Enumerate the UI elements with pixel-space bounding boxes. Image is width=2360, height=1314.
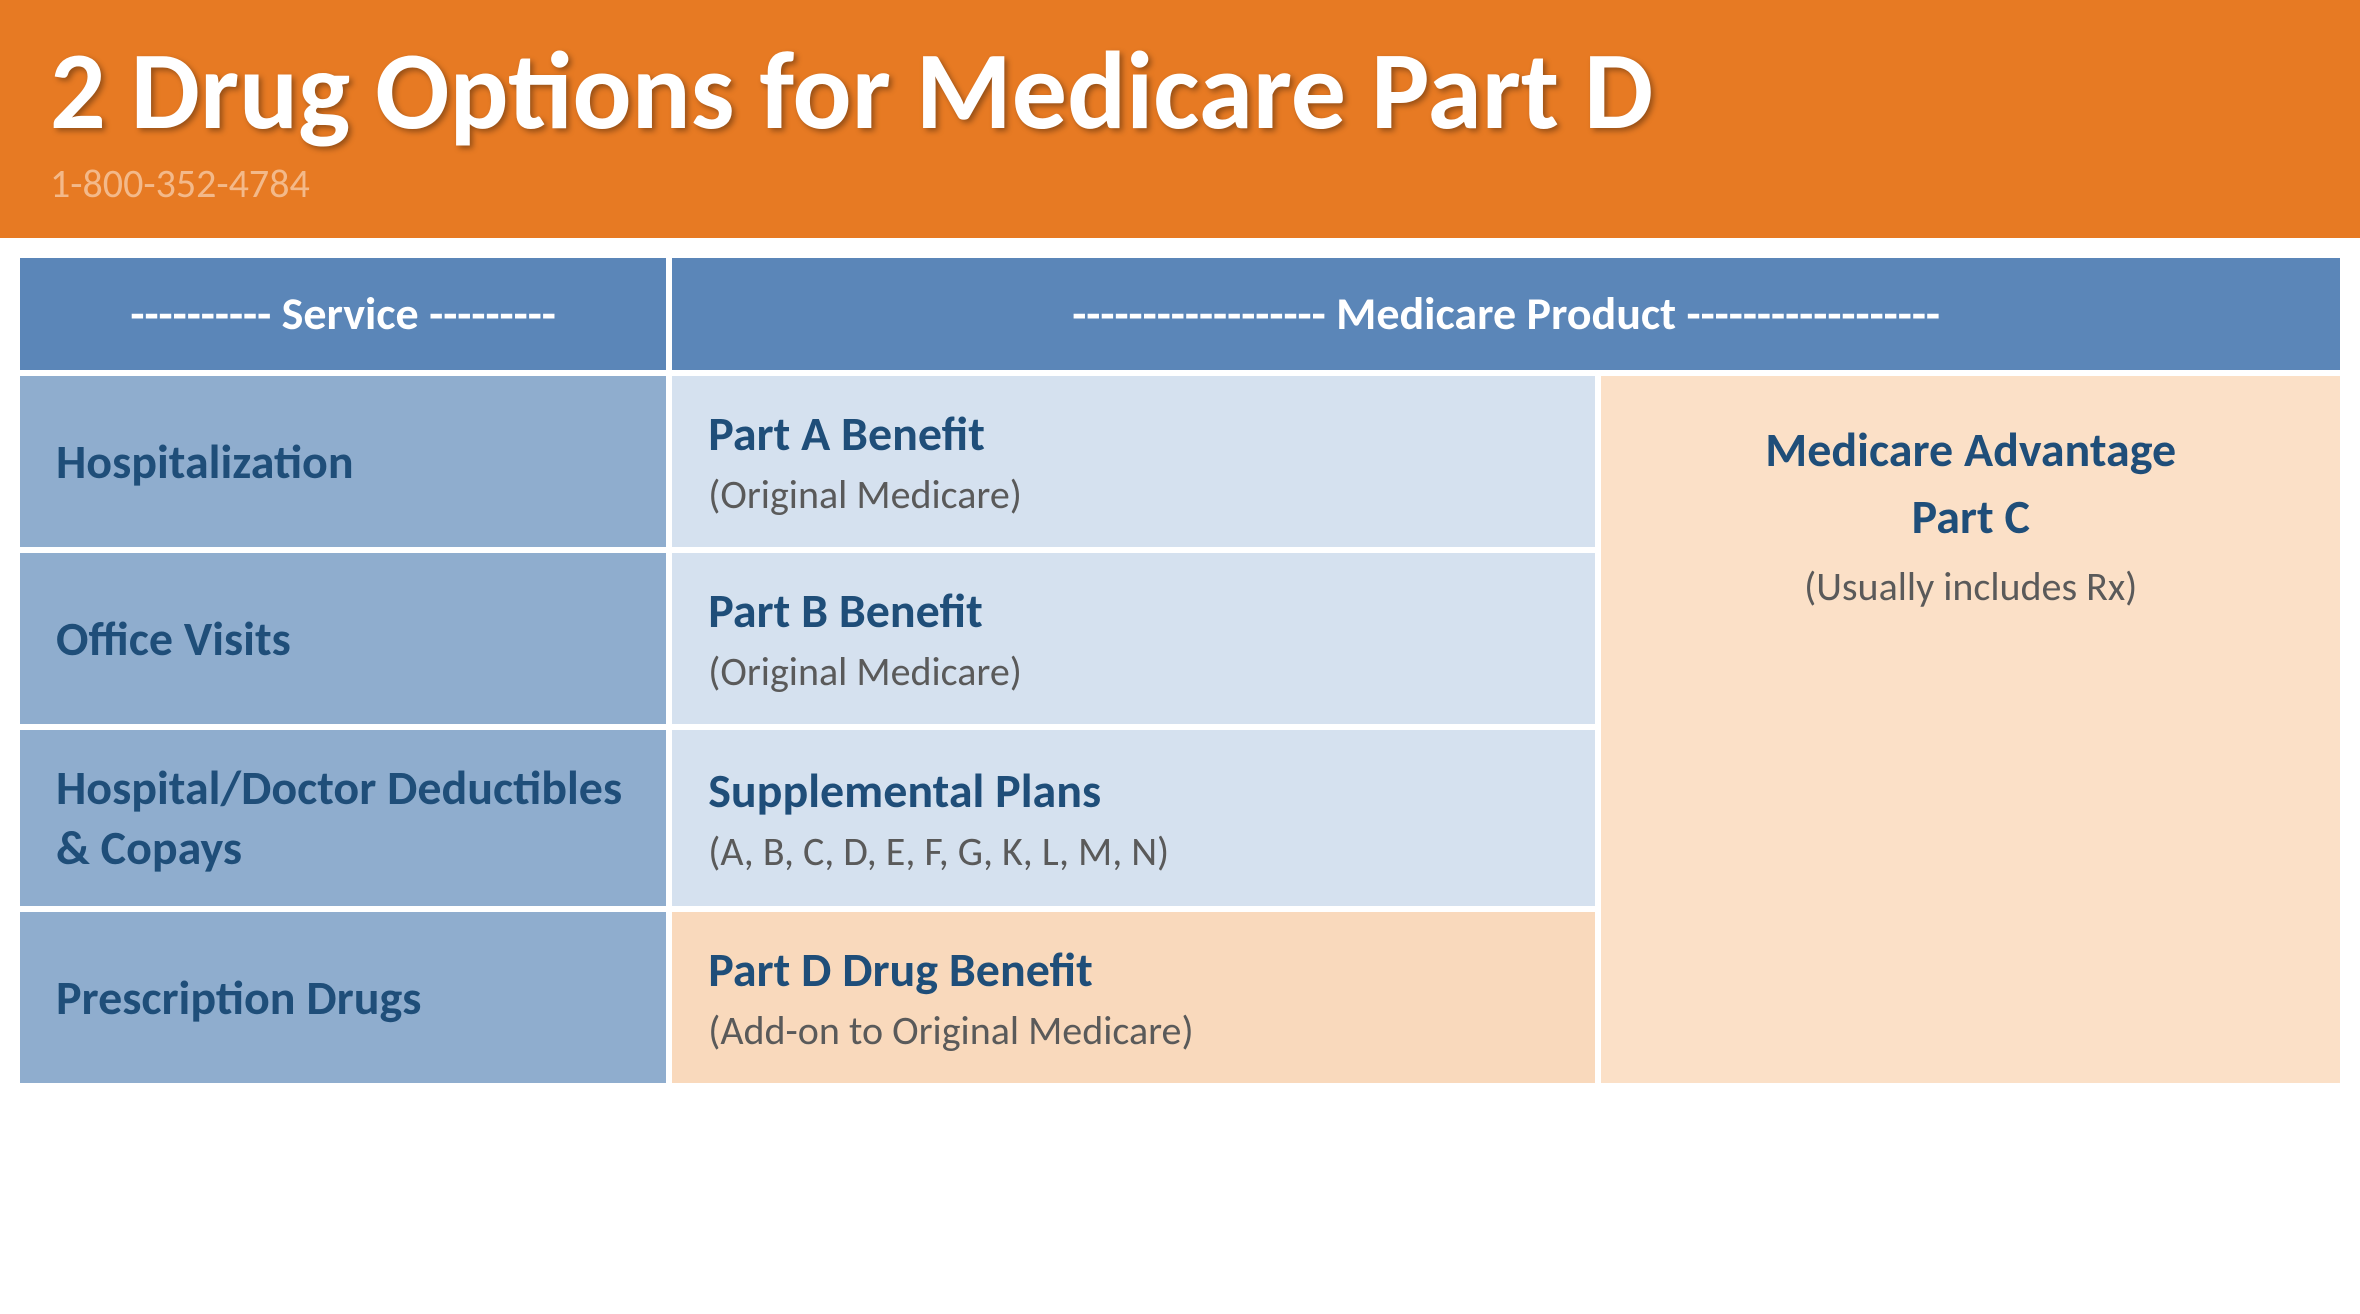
service-cell-deductibles: Hospital/Doctor Deductibles & Copays	[20, 730, 666, 906]
table-row: Hospitalization Part A Benefit (Original…	[20, 376, 2340, 547]
product-subtitle: (A, B, C, D, E, F, G, K, L, M, N)	[708, 827, 1559, 876]
advantage-subtitle: (Usually includes Rx)	[1637, 562, 2304, 611]
header-service: ---------- Service ---------	[20, 258, 666, 370]
product-subtitle: (Add-on to Original Medicare)	[708, 1006, 1559, 1055]
product-title: Part D Drug Benefit	[708, 940, 1559, 1000]
table-wrapper: ---------- Service --------- -----------…	[0, 252, 2360, 1089]
medicare-table: ---------- Service --------- -----------…	[14, 252, 2346, 1089]
service-cell-hospitalization: Hospitalization	[20, 376, 666, 547]
advantage-title-line1: Medicare Advantage	[1637, 416, 2304, 483]
slide-container: 2 Drug Options for Medicare Part D 1-800…	[0, 0, 2360, 1314]
product-subtitle: (Original Medicare)	[708, 470, 1559, 519]
advantage-title-line2: Part C	[1637, 483, 2304, 550]
phone-number: 1-800-352-4784	[50, 159, 2310, 208]
service-cell-prescription: Prescription Drugs	[20, 912, 666, 1083]
table-header-row: ---------- Service --------- -----------…	[20, 258, 2340, 370]
product-title: Part B Benefit	[708, 581, 1559, 641]
header-product: ------------------ Medicare Product ----…	[672, 258, 2340, 370]
product-subtitle: (Original Medicare)	[708, 647, 1559, 696]
product-cell-supplemental: Supplemental Plans (A, B, C, D, E, F, G,…	[672, 730, 1595, 906]
table-body: Hospitalization Part A Benefit (Original…	[20, 376, 2340, 1083]
product-title: Part A Benefit	[708, 404, 1559, 464]
product-cell-part-a: Part A Benefit (Original Medicare)	[672, 376, 1595, 547]
slide-title: 2 Drug Options for Medicare Part D	[50, 30, 2310, 151]
header-bar: 2 Drug Options for Medicare Part D 1-800…	[0, 0, 2360, 238]
product-cell-part-b: Part B Benefit (Original Medicare)	[672, 553, 1595, 724]
product-cell-part-d: Part D Drug Benefit (Add-on to Original …	[672, 912, 1595, 1083]
advantage-cell: Medicare Advantage Part C (Usually inclu…	[1601, 376, 2340, 1083]
service-cell-office-visits: Office Visits	[20, 553, 666, 724]
product-title: Supplemental Plans	[708, 761, 1559, 821]
